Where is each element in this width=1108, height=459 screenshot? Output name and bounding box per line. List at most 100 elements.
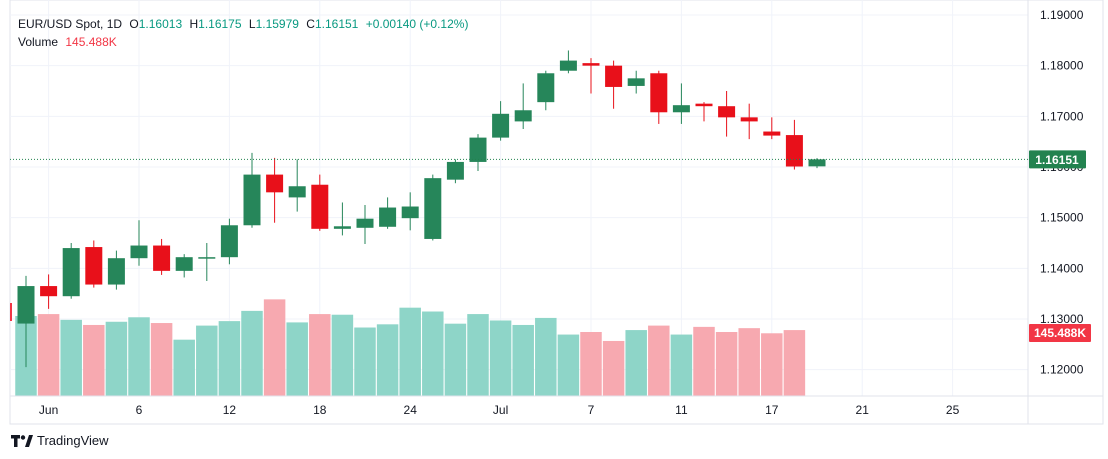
candle (288, 159, 306, 212)
candle-body (763, 131, 781, 136)
candle (40, 274, 58, 309)
volume-bar (580, 332, 602, 396)
candle (356, 205, 374, 245)
volume-bar (693, 326, 715, 396)
x-tick-label: 6 (136, 403, 143, 417)
candle-body (62, 248, 80, 297)
candle (582, 58, 600, 94)
volume-bar (783, 330, 806, 396)
candle-body (672, 105, 690, 113)
candle-body (107, 258, 125, 285)
candle (469, 134, 487, 172)
volume-bar (286, 322, 308, 396)
x-tick-label: 18 (313, 403, 327, 417)
chart-legend: EUR/USD Spot, 1D O1.16013 H1.16175 L1.15… (18, 15, 468, 51)
volume-bar (535, 317, 557, 396)
legend-open-label: O (129, 17, 139, 31)
volume-bar (263, 299, 286, 396)
tradingview-logo-icon (11, 434, 33, 447)
volume-bar (218, 321, 241, 396)
candle-body (514, 110, 532, 122)
volume-bar (309, 314, 331, 396)
volume-bar (399, 307, 421, 396)
candle-body (288, 186, 306, 198)
candle-body (650, 73, 668, 113)
candle-body (130, 245, 148, 259)
x-tick-label: 24 (404, 403, 418, 417)
y-tick-label: 1.14000 (1040, 261, 1084, 275)
legend-change: +0.00140 (+0.12%) (365, 17, 469, 31)
volume-bar (173, 339, 195, 396)
candle (559, 50, 577, 74)
volume-bar (489, 320, 512, 396)
candle-body (424, 178, 442, 239)
candle-body (266, 174, 284, 193)
candle-body (718, 106, 736, 118)
candle-body (243, 174, 261, 226)
candle-body (740, 117, 758, 122)
volume-bar (376, 324, 399, 396)
legend-low: 1.15979 (255, 17, 299, 31)
candle-body (17, 286, 35, 324)
candle (605, 60, 623, 109)
volume-bar (761, 333, 783, 396)
volume-bar (37, 314, 60, 396)
volume-bars (15, 299, 806, 396)
x-tick-label: 17 (765, 403, 779, 417)
brand[interactable]: TradingView (11, 433, 109, 448)
candle (266, 157, 284, 223)
legend-low-label: L (248, 17, 256, 31)
volume-bar (625, 330, 647, 396)
legend-ohlc-row: EUR/USD Spot, 1D O1.16013 H1.16175 L1.15… (18, 15, 468, 33)
volume-bar (467, 314, 489, 396)
candle (785, 119, 803, 170)
candle-body (198, 257, 216, 259)
volume-bar (444, 323, 467, 396)
candle-body (582, 63, 600, 66)
candle-body (311, 184, 329, 229)
candle-body (175, 257, 193, 271)
candle-body (695, 103, 713, 107)
candle-body (469, 137, 487, 162)
candle (650, 70, 668, 124)
y-tick-label: 1.18000 (1040, 59, 1084, 73)
y-tick-label: 1.13000 (1040, 312, 1084, 326)
candle (198, 243, 216, 281)
legend-high: 1.16175 (198, 17, 242, 31)
volume-bar (648, 325, 670, 396)
legend-volume: 145.488K (65, 35, 117, 49)
last-price-badge (1029, 150, 1086, 169)
candle-body (333, 226, 351, 229)
candle (17, 275, 35, 368)
candle-body (356, 218, 374, 228)
x-tick-label: Jun (39, 403, 58, 417)
volume-bar (60, 319, 82, 396)
candle-body (605, 65, 623, 87)
candle (311, 174, 329, 231)
candle (62, 243, 80, 299)
legend-symbol: EUR/USD Spot, 1D (18, 17, 123, 31)
candle (446, 159, 464, 184)
x-tick-label: 11 (675, 403, 688, 417)
legend-volume-label: Volume (18, 35, 59, 49)
candle (537, 70, 555, 111)
candle (718, 91, 736, 137)
candle-body (627, 78, 645, 86)
x-tick-label: 7 (588, 403, 595, 417)
candle (220, 218, 238, 265)
candle-body (379, 207, 397, 227)
x-tick-label: 12 (223, 403, 237, 417)
candle-body (492, 113, 510, 138)
brand-name: TradingView (37, 433, 109, 448)
volume-bar (354, 327, 376, 396)
volume-bar (128, 317, 150, 396)
candle-body (785, 135, 803, 167)
legend-volume-row: Volume 145.488K (18, 33, 468, 51)
candle (740, 103, 758, 140)
candle-body (40, 286, 58, 297)
x-tick-label: 21 (856, 403, 870, 417)
chart-frame (9, 0, 1104, 425)
price-badges: 1.16151 145.488K (10, 150, 1091, 342)
last-volume-badge (1029, 324, 1091, 342)
